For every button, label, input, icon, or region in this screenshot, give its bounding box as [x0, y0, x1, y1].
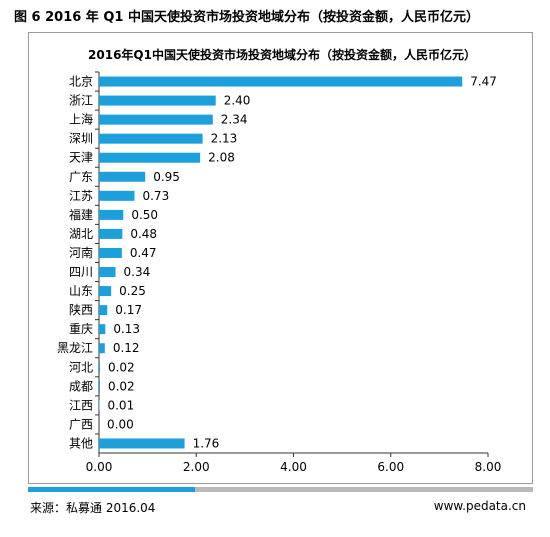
data-label: 0.02 — [108, 379, 135, 393]
category-label: 广西 — [69, 417, 93, 431]
x-tick-label: 8.00 — [475, 460, 502, 474]
bar — [99, 305, 108, 316]
x-tick-label: 6.00 — [377, 460, 404, 474]
chart-frame — [28, 32, 533, 484]
x-tick-label: 0.00 — [86, 460, 113, 474]
data-label: 0.17 — [115, 303, 142, 317]
bar — [99, 209, 124, 220]
data-label: 2.13 — [211, 132, 238, 146]
data-label: 0.50 — [131, 208, 158, 222]
bar — [99, 267, 116, 278]
category-label: 湖北 — [69, 226, 93, 241]
category-label: 其他 — [69, 436, 93, 450]
category-label: 成都 — [69, 379, 93, 393]
bar — [99, 362, 100, 373]
source-text: 来源：私募通 2016.04 — [30, 501, 156, 515]
data-label: 0.48 — [130, 227, 157, 241]
category-label: 重庆 — [69, 322, 93, 336]
data-label: 2.34 — [221, 113, 248, 127]
bar — [99, 76, 463, 87]
bar — [99, 381, 100, 392]
bar — [99, 133, 203, 144]
category-label: 北京 — [69, 75, 93, 89]
category-label: 江西 — [69, 398, 93, 412]
data-label: 0.01 — [107, 398, 134, 412]
bar — [99, 228, 123, 239]
category-label: 四川 — [69, 265, 93, 279]
data-label: 1.76 — [193, 436, 220, 450]
bar — [99, 247, 122, 258]
data-label: 7.47 — [470, 75, 497, 89]
bar — [99, 343, 105, 354]
category-label: 深圳 — [69, 132, 93, 146]
figure-title: 图 6 2016 年 Q1 中国天使投资市场投资地域分布（按投资金额，人民币亿元… — [14, 10, 479, 25]
category-label: 广东 — [69, 170, 93, 184]
category-label: 河北 — [69, 360, 93, 374]
bar — [99, 95, 216, 106]
category-label: 福建 — [69, 207, 93, 222]
website-text: www.pedata.cn — [433, 499, 526, 513]
bar — [99, 438, 185, 449]
data-label: 0.95 — [153, 170, 180, 184]
category-label: 浙江 — [69, 94, 93, 108]
bar — [99, 324, 106, 335]
category-label: 黑龙江 — [57, 341, 93, 355]
data-label: 0.73 — [142, 189, 169, 203]
category-label: 上海 — [69, 112, 93, 127]
category-label: 江苏 — [69, 189, 93, 203]
bar — [99, 114, 213, 125]
category-label: 山东 — [69, 284, 93, 298]
data-label: 0.13 — [113, 322, 140, 336]
data-label: 0.47 — [130, 246, 157, 260]
bar — [99, 286, 112, 297]
progress-bar-fill — [28, 487, 195, 492]
data-label: 0.02 — [108, 360, 135, 374]
chart-title: 2016年Q1中国天使投资市场投资地域分布（按投资金额，人民币亿元） — [88, 47, 476, 62]
data-label: 2.40 — [224, 94, 251, 108]
data-label: 0.25 — [119, 284, 146, 298]
category-label: 河南 — [69, 245, 93, 260]
category-label: 陕西 — [69, 302, 93, 317]
data-label: 0.12 — [113, 341, 140, 355]
progress-bar — [28, 487, 533, 492]
data-label: 0.34 — [124, 265, 151, 279]
x-tick-label: 2.00 — [183, 460, 210, 474]
data-label: 0.00 — [107, 417, 134, 431]
category-label: 天津 — [69, 151, 93, 165]
bar — [99, 152, 201, 163]
bar — [99, 171, 146, 182]
x-tick-label: 4.00 — [280, 460, 307, 474]
bar — [99, 190, 135, 201]
data-label: 2.08 — [208, 151, 235, 165]
